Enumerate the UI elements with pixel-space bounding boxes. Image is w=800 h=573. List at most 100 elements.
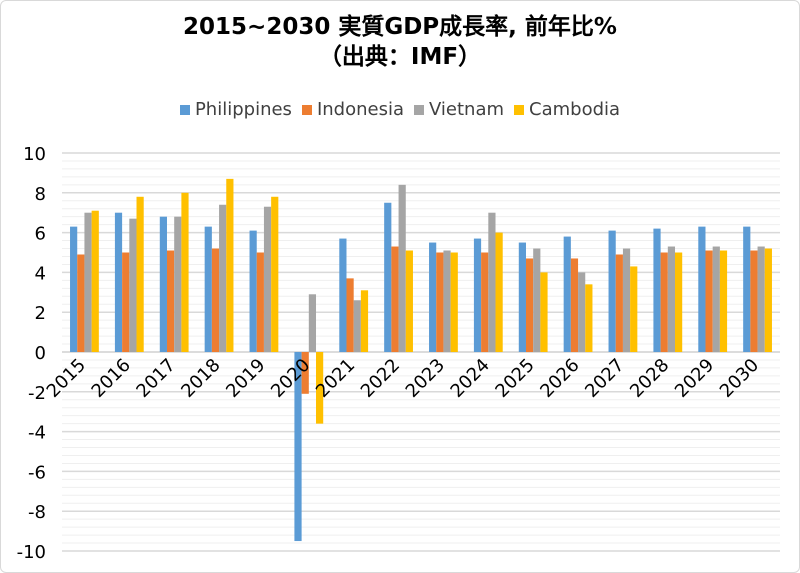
bar-indonesia-2030 [750, 250, 758, 352]
x-tick-label: 2027 [581, 355, 628, 402]
legend-label: Cambodia [529, 99, 621, 120]
legend-label: Vietnam [428, 99, 505, 120]
y-tick-label: -10 [17, 542, 46, 563]
x-tick-label: 2030 [716, 355, 763, 402]
chart-title: 2015~2030 実質GDP成長率, 前年比% （出典：IMF） [0, 12, 800, 72]
x-tick-label: 2016 [88, 355, 135, 402]
bar-indonesia-2017 [166, 250, 175, 352]
bar-indonesia-2016 [122, 252, 130, 352]
bar-cambodia-2015 [91, 210, 99, 352]
x-tick-label: 2023 [402, 355, 449, 402]
legend-swatch [514, 104, 525, 115]
bar-indonesia-2026 [570, 258, 579, 352]
bar-cambodia-2020 [316, 352, 324, 424]
bar-vietnam-2016 [129, 218, 137, 352]
title-line-2: （出典：IMF） [318, 44, 482, 70]
bar-cambodia-2028 [675, 252, 683, 352]
bar-cambodia-2016 [136, 196, 144, 352]
bar-vietnam-2019 [263, 206, 272, 352]
x-tick-label: 2019 [222, 355, 269, 402]
x-tick-label: 2024 [447, 355, 494, 402]
y-tick-label: 6 [35, 224, 46, 245]
bar-indonesia-2028 [660, 252, 668, 352]
legend-item-vietnam: Vietnam [413, 99, 505, 120]
bar-cambodia-2030 [764, 248, 772, 352]
bar-vietnam-2020 [308, 294, 317, 352]
y-tick-label: -4 [28, 423, 46, 444]
bar-cambodia-2017 [181, 192, 189, 352]
legend-item-cambodia: Cambodia [514, 99, 620, 120]
bar-vietnam-2026 [578, 272, 586, 352]
bar-philippines-2016 [114, 212, 123, 352]
bar-philippines-2021 [339, 238, 347, 352]
bar-philippines-2020 [294, 352, 302, 542]
legend-label: Philippines [194, 99, 292, 120]
bar-indonesia-2019 [256, 252, 264, 352]
bar-vietnam-2023 [443, 250, 451, 352]
y-tick-label: 8 [35, 184, 46, 205]
bar-vietnam-2025 [533, 248, 541, 352]
legend-label: Indonesia [316, 99, 404, 120]
bar-vietnam-2028 [667, 246, 676, 352]
x-tick-label: 2025 [491, 355, 538, 402]
bar-indonesia-2024 [481, 252, 489, 352]
bar-indonesia-2027 [615, 254, 623, 352]
bar-indonesia-2022 [391, 246, 399, 352]
legend-swatch [301, 104, 312, 115]
bar-indonesia-2018 [211, 248, 220, 352]
title-line-1: 2015~2030 実質GDP成長率, 前年比% [183, 14, 617, 40]
bar-indonesia-2020 [301, 352, 309, 394]
bar-philippines-2023 [429, 242, 437, 352]
bar-cambodia-2023 [450, 252, 458, 352]
x-tick-label: 2018 [177, 355, 224, 402]
y-tick-label: 0 [35, 343, 46, 364]
bar-indonesia-2023 [436, 252, 444, 352]
bar-vietnam-2017 [174, 216, 182, 352]
bar-vietnam-2015 [84, 212, 92, 352]
x-tick-label: 2026 [536, 355, 583, 402]
y-tick-label: 4 [35, 263, 46, 284]
x-tick-label: 2015 [43, 355, 90, 402]
bar-vietnam-2021 [353, 300, 361, 352]
bar-philippines-2017 [159, 216, 167, 352]
bar-philippines-2027 [608, 230, 616, 352]
bar-indonesia-2029 [705, 250, 713, 352]
bar-indonesia-2021 [346, 278, 354, 352]
bar-cambodia-2019 [271, 196, 279, 352]
bar-indonesia-2015 [77, 254, 85, 352]
bar-indonesia-2025 [525, 258, 534, 352]
bar-vietnam-2024 [488, 212, 496, 352]
bar-cambodia-2018 [226, 178, 234, 352]
legend-swatch [413, 104, 424, 115]
legend-swatch [179, 104, 190, 115]
bar-vietnam-2029 [712, 246, 720, 352]
bar-vietnam-2027 [622, 248, 631, 352]
bar-philippines-2018 [204, 226, 212, 352]
bar-cambodia-2022 [405, 250, 413, 352]
y-tick-label: -2 [28, 383, 46, 404]
bar-philippines-2024 [473, 238, 482, 352]
bar-philippines-2028 [653, 228, 661, 352]
bar-vietnam-2022 [398, 184, 406, 352]
x-tick-label: 2029 [671, 355, 718, 402]
y-tick-label: 10 [23, 144, 46, 165]
x-tick-label: 2017 [132, 355, 179, 402]
bar-cambodia-2024 [495, 232, 503, 352]
bar-cambodia-2026 [585, 284, 593, 352]
y-tick-label: -8 [28, 502, 46, 523]
bar-cambodia-2025 [540, 272, 548, 352]
bar-cambodia-2021 [360, 290, 369, 352]
bar-philippines-2019 [249, 230, 257, 352]
legend: Philippines Indonesia Vietnam Cambodia [0, 99, 800, 120]
bar-philippines-2015 [70, 226, 78, 352]
y-tick-label: 2 [35, 303, 46, 324]
bar-cambodia-2027 [630, 266, 638, 352]
bar-philippines-2022 [384, 202, 392, 352]
bar-philippines-2029 [698, 226, 706, 352]
y-tick-label: -6 [28, 462, 46, 483]
bar-philippines-2026 [563, 236, 571, 352]
bar-vietnam-2030 [757, 246, 765, 352]
bar-philippines-2025 [518, 242, 526, 352]
legend-item-philippines: Philippines [179, 99, 292, 120]
